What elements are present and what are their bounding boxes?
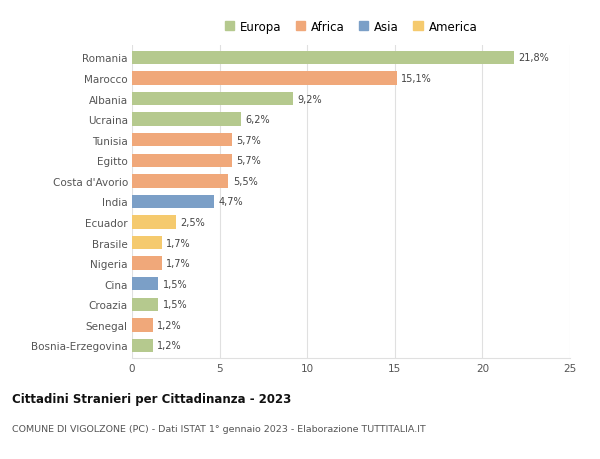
Text: 1,2%: 1,2% — [157, 341, 182, 351]
Text: 1,5%: 1,5% — [163, 300, 187, 310]
Text: 5,5%: 5,5% — [233, 176, 257, 186]
Text: 15,1%: 15,1% — [401, 74, 431, 84]
Bar — [132, 236, 162, 250]
Text: 5,7%: 5,7% — [236, 156, 261, 166]
Bar — [132, 195, 214, 209]
Bar — [132, 154, 232, 168]
Text: 1,7%: 1,7% — [166, 258, 191, 269]
Text: Cittadini Stranieri per Cittadinanza - 2023: Cittadini Stranieri per Cittadinanza - 2… — [12, 392, 291, 405]
Bar — [132, 113, 241, 127]
Bar — [132, 339, 153, 353]
Bar — [132, 257, 162, 270]
Text: 5,7%: 5,7% — [236, 135, 261, 146]
Bar — [132, 134, 232, 147]
Bar — [132, 277, 158, 291]
Text: 1,5%: 1,5% — [163, 279, 187, 289]
Text: 6,2%: 6,2% — [245, 115, 269, 125]
Text: 1,2%: 1,2% — [157, 320, 182, 330]
Text: 21,8%: 21,8% — [518, 53, 549, 63]
Bar — [132, 93, 293, 106]
Text: 2,5%: 2,5% — [180, 218, 205, 228]
Bar — [132, 72, 397, 85]
Bar — [132, 216, 176, 229]
Text: 4,7%: 4,7% — [219, 197, 244, 207]
Text: 1,7%: 1,7% — [166, 238, 191, 248]
Bar — [132, 298, 158, 311]
Bar — [132, 319, 153, 332]
Text: 9,2%: 9,2% — [298, 94, 322, 104]
Bar — [132, 175, 229, 188]
Text: COMUNE DI VIGOLZONE (PC) - Dati ISTAT 1° gennaio 2023 - Elaborazione TUTTITALIA.: COMUNE DI VIGOLZONE (PC) - Dati ISTAT 1°… — [12, 425, 426, 434]
Bar — [132, 51, 514, 65]
Legend: Europa, Africa, Asia, America: Europa, Africa, Asia, America — [224, 21, 478, 34]
